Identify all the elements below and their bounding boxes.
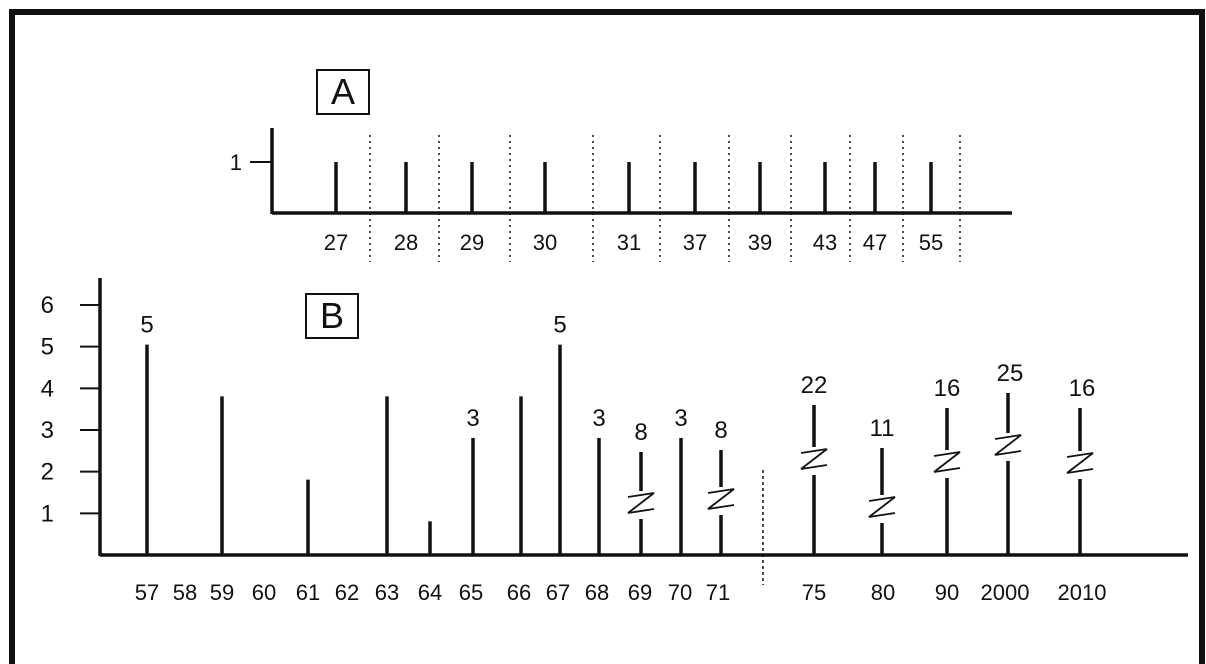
panel-b-x-tick-label: 64	[418, 580, 442, 605]
panel-b-x-tick-label: 70	[668, 580, 692, 605]
panel-a-label-box	[316, 69, 370, 115]
panel-b-bar-break-marker	[800, 448, 828, 470]
panel-b-x-tick-label: 67	[546, 580, 570, 605]
panel-b-x-tick-label: 65	[459, 580, 483, 605]
panel-b-label-box	[305, 293, 359, 339]
panel-b-value-label: 5	[553, 312, 566, 339]
panel-b-bar-break-marker	[707, 488, 735, 510]
panel-b-value-label: 3	[592, 405, 605, 432]
panel-b-value-label: 5	[140, 312, 153, 339]
panel-a: A 1 27 28 29 30 31 37 39 43 47 55	[230, 69, 1012, 262]
panel-b-x-tick-label: 69	[628, 580, 652, 605]
panel-b-x-tick-label: 2010	[1058, 580, 1107, 605]
panel-a-label: A	[331, 71, 355, 112]
panel-b-bar-break-marker	[1066, 452, 1094, 474]
panel-a-x-tick-label: 37	[683, 230, 707, 255]
panel-b-value-label: 8	[714, 417, 727, 444]
panel-b-label: B	[320, 295, 344, 336]
panel-a-x-tick-label: 29	[460, 230, 484, 255]
panel-a-x-tick-label: 27	[324, 230, 348, 255]
panel-b-value-label: 8	[634, 419, 647, 446]
panel-b-x-tick-label: 58	[173, 580, 197, 605]
panel-b-x-tick-label: 60	[252, 580, 276, 605]
panel-b-x-tick-label: 90	[935, 580, 959, 605]
panel-a-x-tick-label: 47	[863, 230, 887, 255]
panel-b-x-tick-label: 75	[802, 580, 826, 605]
panel-a-x-tick-label: 28	[394, 230, 418, 255]
panel-b-x-tick-label: 68	[585, 580, 609, 605]
panel-b-x-tick-label: 63	[375, 580, 399, 605]
panel-b-value-label: 16	[934, 375, 961, 402]
panel-b-x-tick-label: 57	[135, 580, 159, 605]
figure-border	[9, 9, 1205, 664]
panel-a-x-tick-label: 39	[748, 230, 772, 255]
panel-b-bar-break-marker	[933, 451, 961, 473]
panel-b-y-tick-label: 2	[41, 459, 54, 486]
panel-b-y-tick-label: 6	[41, 292, 54, 319]
panel-a-x-tick-label: 43	[813, 230, 837, 255]
panel-b-value-label: 11	[870, 415, 895, 442]
panel-a-x-tick-label: 30	[533, 230, 557, 255]
panel-b-value-label: 22	[801, 372, 828, 399]
panel-b-y-tick-label: 3	[41, 417, 54, 444]
panel-b-bar-break-marker	[994, 434, 1022, 456]
panel-b-value-label: 16	[1069, 375, 1096, 402]
panel-b-bar-break-marker	[627, 492, 655, 514]
panel-b-bar-break-marker	[868, 496, 896, 518]
panel-b-y-tick-label: 1	[41, 500, 54, 527]
panel-b-y-tick-label: 4	[41, 375, 54, 402]
panel-b-x-tick-label: 62	[335, 580, 359, 605]
panel-b-value-label: 3	[674, 405, 687, 432]
panel-b-x-tick-label: 80	[871, 580, 895, 605]
panel-b-x-tick-label: 61	[296, 580, 320, 605]
panel-b-value-label: 3	[466, 405, 479, 432]
panel-b-x-tick-label: 71	[706, 580, 730, 605]
panel-b-value-label: 25	[997, 360, 1024, 387]
panel-a-x-tick-label: 31	[617, 230, 641, 255]
panel-b-y-tick-label: 5	[41, 334, 54, 361]
panel-a-y-tick-label: 1	[230, 150, 242, 175]
panel-b-x-tick-label: 2000	[981, 580, 1030, 605]
panel-b-x-tick-label: 66	[507, 580, 531, 605]
panel-b-x-tick-label: 59	[210, 580, 234, 605]
panel-a-x-tick-label: 55	[919, 230, 943, 255]
